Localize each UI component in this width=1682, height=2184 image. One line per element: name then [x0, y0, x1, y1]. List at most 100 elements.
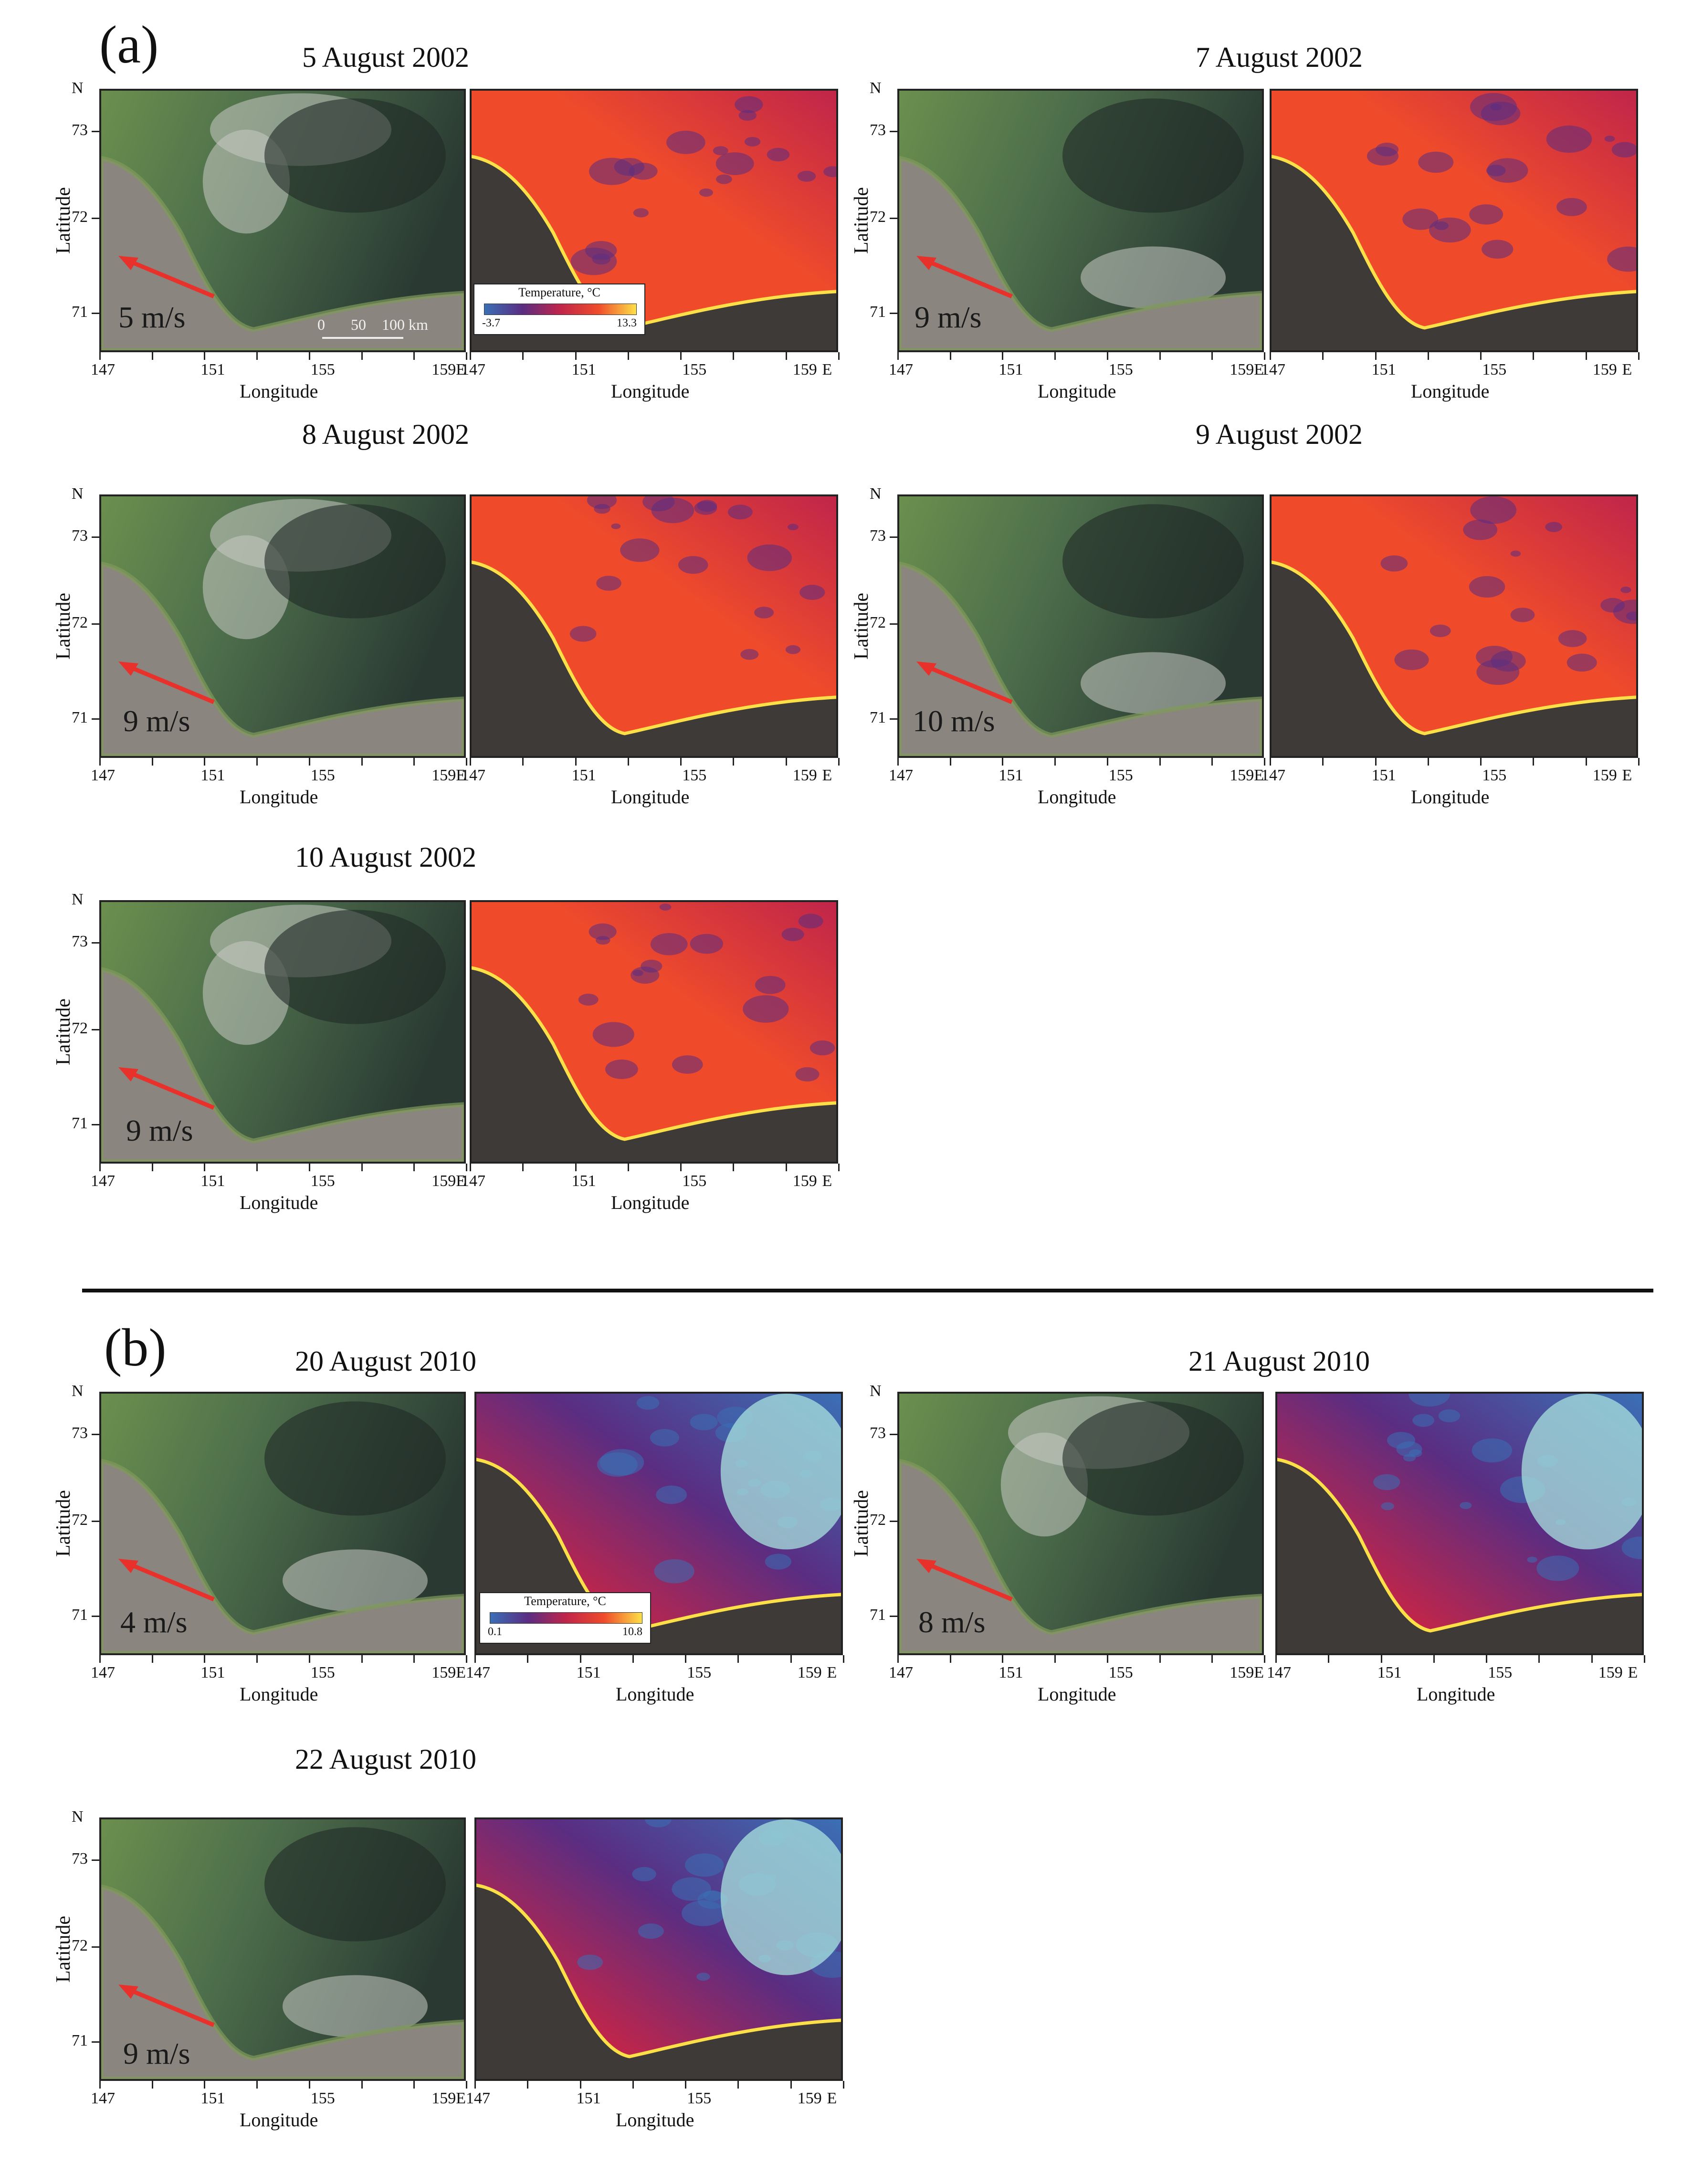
- longitude-tick-label: 155: [310, 766, 335, 784]
- longitude-tick-label: 159: [792, 766, 817, 784]
- sst-temperature-map: [470, 494, 838, 758]
- latitude-tick-label: 71: [72, 709, 88, 727]
- longitude-tick-label: 147: [461, 766, 485, 784]
- x-axis-title: Longitude: [616, 1683, 694, 1705]
- sst-temperature-map: [1270, 89, 1638, 352]
- x-tick-mark: [256, 352, 258, 360]
- sst-map-image: [1277, 1394, 1642, 1653]
- x-tick-mark: [1211, 352, 1213, 360]
- x-tick-mark: [1054, 758, 1056, 766]
- x-tick-mark: [1585, 352, 1587, 360]
- latitude-tick-label: 72: [72, 1937, 88, 1955]
- x-tick-mark: [1159, 758, 1161, 766]
- rgb-map-image: [101, 1394, 464, 1653]
- legend-max-label: 10.8: [622, 1626, 642, 1638]
- x-tick-mark: [151, 2081, 153, 2089]
- wind-direction-arrow-icon: [912, 657, 1017, 709]
- scale-bar-label: 50: [351, 316, 366, 333]
- x-tick-mark: [413, 1655, 415, 1663]
- longitude-tick-label: E: [1622, 361, 1632, 378]
- x-tick-mark: [1002, 352, 1004, 360]
- x-tick-mark: [470, 758, 471, 766]
- legend-min-label: -3.7: [482, 317, 500, 329]
- latitude-tick-label: 72: [72, 614, 88, 632]
- longitude-tick-label: 147: [91, 2090, 115, 2107]
- longitude-tick-label: 147: [91, 766, 115, 784]
- x-tick-mark: [785, 1164, 787, 1171]
- latitude-tick-label: 73: [72, 121, 88, 139]
- longitude-tick-label: 151: [1377, 1664, 1402, 1681]
- latitude-tick-label: 72: [72, 1019, 88, 1038]
- longitude-tick-label: 147: [461, 361, 485, 378]
- x-tick-mark: [204, 352, 206, 360]
- rgb-satellite-map: [897, 494, 1264, 758]
- longitude-tick-label: 155: [310, 1172, 335, 1190]
- x-tick-mark: [308, 352, 310, 360]
- longitude-tick-label: E: [1628, 1664, 1638, 1681]
- x-tick-mark: [1538, 1655, 1540, 1663]
- latitude-tick-label: 72: [870, 1511, 886, 1529]
- y-axis-title: Latitude: [851, 187, 873, 254]
- x-tick-mark: [256, 2081, 258, 2089]
- wind-direction-arrow-icon: [114, 1062, 219, 1115]
- longitude-tick-label: 147: [889, 1664, 913, 1681]
- x-tick-mark: [413, 2081, 415, 2089]
- longitude-tick-label: 147: [889, 361, 913, 378]
- wind-speed-label: 9 m/s: [123, 2037, 190, 2070]
- y-axis-title: Latitude: [53, 593, 74, 660]
- y-tick-mark: [890, 536, 897, 538]
- x-tick-mark: [1585, 758, 1587, 766]
- longitude-tick-label: 151: [576, 2090, 601, 2107]
- longitude-tick-label: 155: [1108, 1664, 1133, 1681]
- longitude-tick-label: 151: [200, 361, 225, 378]
- rgb-satellite-map: [99, 494, 466, 758]
- legend-max-label: 13.3: [617, 317, 637, 329]
- y-tick-mark: [92, 623, 99, 625]
- longitude-tick-label: 159E: [431, 361, 466, 378]
- longitude-tick-label: 151: [999, 766, 1023, 784]
- x-tick-mark: [204, 2081, 206, 2089]
- longitude-tick-label: 155: [682, 766, 707, 784]
- longitude-tick-label: 155: [682, 1172, 707, 1190]
- longitude-tick-label: 151: [200, 1664, 225, 1681]
- latitude-tick-label: 73: [72, 527, 88, 545]
- latitude-tick-label: 71: [72, 1114, 88, 1133]
- x-tick-mark: [838, 352, 840, 360]
- longitude-tick-label: 159: [1592, 766, 1617, 784]
- legend-title: Temperature, °C: [518, 285, 600, 299]
- wind-direction-arrow-icon: [912, 251, 1017, 304]
- x-tick-mark: [1106, 758, 1108, 766]
- y-tick-mark: [890, 718, 897, 720]
- sst-map-image: [1272, 496, 1636, 756]
- longitude-tick-label: 159E: [431, 1172, 466, 1190]
- y-tick-mark: [890, 1616, 897, 1617]
- latitude-tick-label: 72: [870, 614, 886, 632]
- x-tick-mark: [256, 758, 258, 766]
- x-tick-mark: [256, 1655, 258, 1663]
- x-tick-mark: [1211, 1655, 1213, 1663]
- x-tick-mark: [99, 2081, 101, 2089]
- y-axis-title: Latitude: [851, 593, 873, 660]
- x-tick-mark: [474, 1655, 476, 1663]
- y-tick-mark: [92, 1124, 99, 1126]
- x-tick-mark: [1264, 758, 1265, 766]
- wind-direction-arrow-icon: [912, 1554, 1017, 1606]
- x-axis-title: Longitude: [611, 786, 690, 808]
- section-label: (a): [99, 15, 159, 74]
- scale-bar-label: 0: [317, 316, 325, 333]
- wind-speed-label: 5 m/s: [118, 300, 186, 334]
- longitude-tick-label: 151: [200, 2090, 225, 2107]
- longitude-tick-label: 151: [999, 1664, 1023, 1681]
- x-tick-mark: [151, 758, 153, 766]
- x-axis-title: Longitude: [616, 2109, 694, 2131]
- y-tick-mark: [92, 942, 99, 944]
- panel-date-title: 10 August 2002: [294, 841, 477, 873]
- x-tick-mark: [1486, 1655, 1488, 1663]
- y-tick-mark: [92, 1946, 99, 1948]
- wind-speed-label: 10 m/s: [913, 704, 995, 738]
- latitude-tick-label: 73: [870, 527, 886, 545]
- longitude-tick-label: 147: [91, 361, 115, 378]
- longitude-tick-label: E: [827, 2090, 837, 2107]
- longitude-tick-label: 151: [200, 1172, 225, 1190]
- x-tick-mark: [308, 758, 310, 766]
